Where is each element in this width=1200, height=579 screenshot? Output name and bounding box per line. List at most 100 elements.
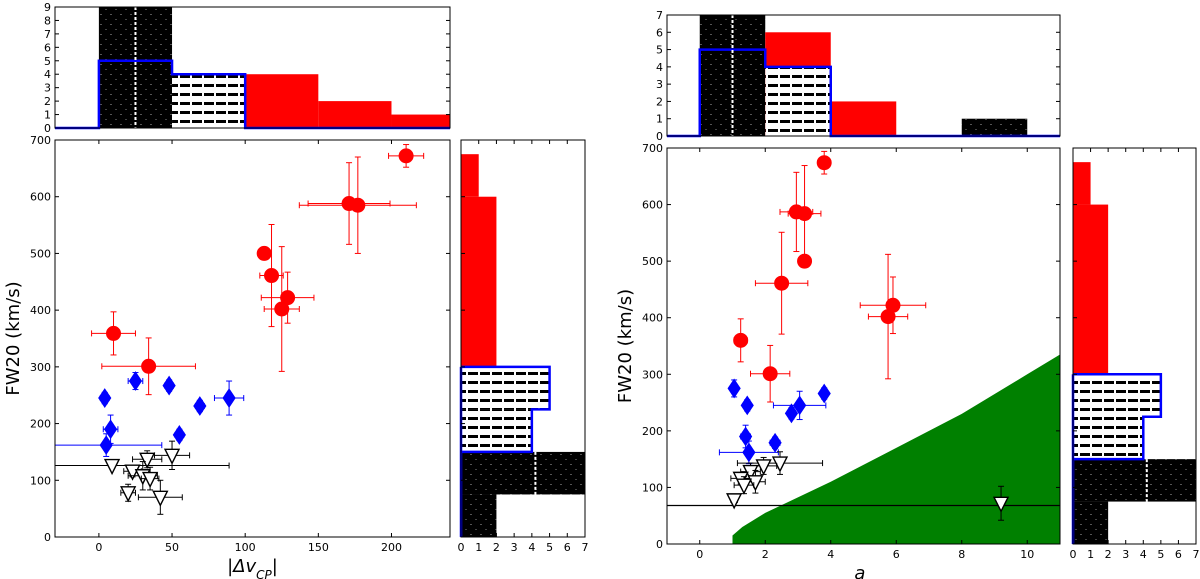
hist-series-red [245,74,450,128]
hist-outline [1073,373,1163,461]
hist-bar-red [461,154,479,197]
data-point-triangle [124,464,141,481]
data-point-diamond [172,425,186,445]
right-y-ticks: 0 100 200 300 400 500 600 700 [642,142,1060,551]
hist-bar [961,118,1028,136]
data-point-triangle [747,475,764,492]
y-tick-label: 300 [30,361,51,374]
x-tick-label: 1 [1087,548,1094,561]
y-tick-label: 4 [44,68,51,81]
y-tick-label: 2 [656,95,663,108]
y-tick-label: 100 [642,481,663,494]
data-point-triangle [103,458,121,476]
hist-bar [318,101,392,128]
data-point-circle [106,325,122,341]
x-tick-label: 3 [1122,548,1129,561]
x-tick-label: 8 [958,548,965,561]
data-point-triangle [152,490,169,507]
x-tick-label: 1 [475,541,482,554]
y-tick-label: 600 [30,191,51,204]
data-point-diamond [222,388,236,408]
y-tick-label: 700 [642,142,663,155]
data-point-triangle [735,478,753,495]
right-plot-area [667,150,1060,544]
x-tick-label: 10 [1020,548,1034,561]
hist-bar-red [1073,204,1109,375]
hist-bar [765,66,831,136]
data-point-circle [256,245,272,261]
right-x-axis-label: av [854,563,873,579]
data-point-diamond [738,426,753,447]
y-tick-label: 6 [656,26,663,39]
hist-bar-black [461,451,585,495]
x-axis-label-subscript: v [865,575,873,579]
data-point-circle [733,332,749,348]
data-point-diamond [740,395,754,416]
data-point-diamond [742,442,756,463]
right-top-y-ticks: 0 1 2 3 4 5 6 7 [656,9,1060,143]
data-point-circle [274,301,290,317]
hist-outline [461,365,551,454]
data-point-triangle [120,486,137,503]
series-red [733,150,927,403]
y-tick-label: 600 [642,199,663,212]
series-black [726,451,1010,521]
data-point-circle [762,366,778,382]
data-point-diamond [162,375,176,396]
left-y-ticks: 0 100 200 300 400 500 600 700 [30,134,450,544]
x-tick-label: 4 [1140,548,1147,561]
data-point-diamond [793,395,807,416]
x-axis-label-main: |Δv [227,556,256,577]
x-tick-label: 150 [308,541,329,554]
series-red [91,144,425,396]
hist-bar-black [1073,501,1109,544]
y-tick-label: 0 [656,538,663,551]
y-tick-label: 9 [44,1,51,14]
left-top-frame [54,6,451,129]
y-tick-label: 8 [44,14,51,27]
data-point-circle [797,253,813,269]
x-tick-label: 5 [546,541,553,554]
data-point-diamond [784,403,799,424]
x-axis-label-suffix: | [272,556,278,577]
y-tick-label: 2 [44,95,51,108]
y-tick-label: 5 [44,55,51,68]
right-x-ticks: 0 2 4 6 8 10 [696,148,1034,561]
hist-bar [245,74,319,128]
right-top-histogram [667,15,1060,138]
hist-bar-blue [461,409,532,452]
data-point-triangle [726,493,743,510]
left-y-axis-label: FW20 (km/s) [3,281,24,395]
x-tick-label: 4 [827,548,834,561]
left-right-y-ticks [461,139,465,538]
series-blue [718,378,831,465]
left-x-ticks: 0 50 100 150 200 [95,140,402,554]
x-tick-label: 2 [1105,548,1112,561]
y-tick-label: 400 [30,304,51,317]
y-tick-label: 400 [642,312,663,325]
hist-bar-black [1073,459,1196,502]
x-tick-label: 2 [493,541,500,554]
data-point-diamond [817,383,831,404]
x-tick-label: 200 [381,541,402,554]
data-point-triangle [163,448,181,465]
hist-bar-blue [1073,374,1161,417]
data-point-circle [141,358,157,374]
data-point-diamond [727,378,741,399]
y-tick-label: 500 [642,255,663,268]
y-tick-label: 7 [44,28,51,41]
y-tick-label: 1 [44,109,51,122]
hist-bar [391,114,450,128]
left-plot-area [55,144,425,515]
left-right-frame [460,139,586,538]
y-tick-label: 0 [44,122,51,135]
series-black [55,440,230,515]
hist-bar-red [461,196,497,367]
hist-bar-blue [1073,416,1144,460]
left-frame [54,139,451,538]
y-tick-label: 300 [642,368,663,381]
data-point-triangle [771,456,789,473]
right-y-axis-label: FW20 (km/s) [615,289,636,403]
data-point-triangle [755,459,772,476]
